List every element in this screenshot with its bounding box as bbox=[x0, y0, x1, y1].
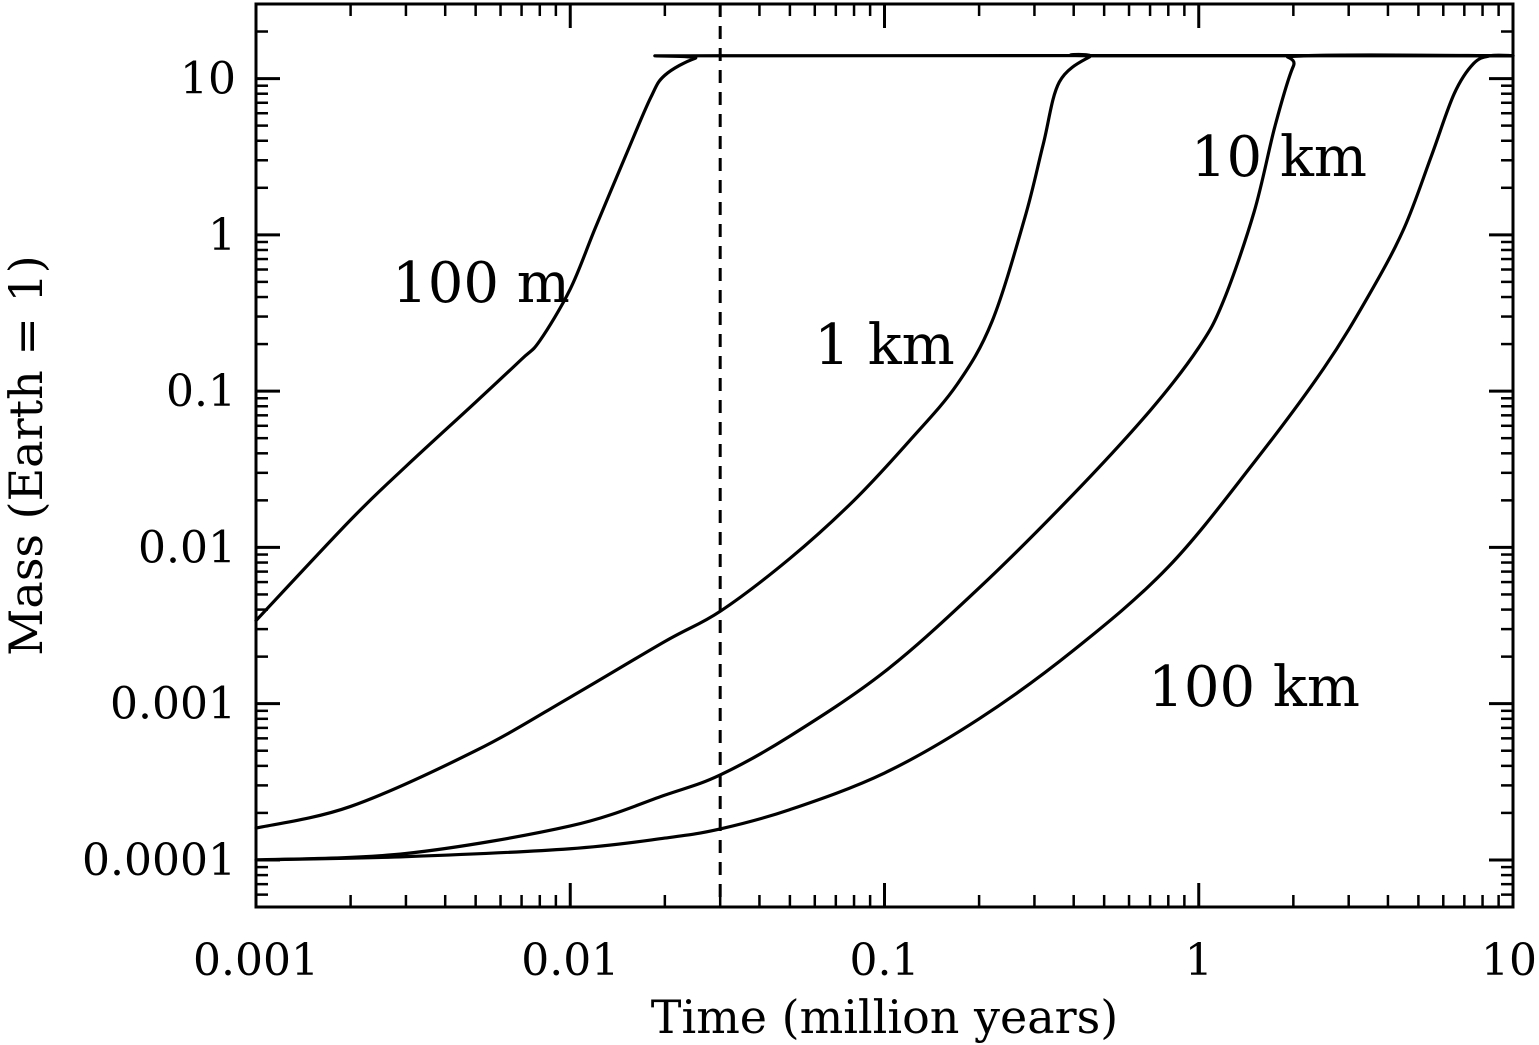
x-tick-label: 0.1 bbox=[850, 935, 920, 986]
plot-frame bbox=[254, 2, 1515, 909]
series-line-10-km bbox=[254, 53, 1515, 862]
y-axis-title: Mass (Earth = 1) bbox=[0, 255, 53, 655]
x-tick-labels: 0.001 0.01 0.1 1 10 bbox=[193, 935, 1537, 986]
y-tick-label: 0.0001 bbox=[82, 835, 236, 886]
y-tick-label: 0.001 bbox=[110, 679, 236, 730]
y-tick-label: 10 bbox=[180, 54, 236, 105]
x-tick-label: 1 bbox=[1185, 935, 1213, 986]
x-axis-title: Time (million years) bbox=[651, 990, 1118, 1044]
series-line-100-m bbox=[254, 53, 1515, 623]
x-tick-label: 0.001 bbox=[193, 935, 319, 986]
series-layer bbox=[254, 52, 1515, 862]
y-tick-label: 0.1 bbox=[166, 366, 236, 417]
x-tick-label: 0.01 bbox=[521, 935, 619, 986]
x-tick-label: 10 bbox=[1481, 935, 1537, 986]
plot-area bbox=[254, 2, 1515, 909]
curve-label-100-km: 100 km bbox=[1148, 655, 1360, 720]
y-tick-label: 0.01 bbox=[138, 522, 236, 573]
series-line-100-km bbox=[254, 53, 1515, 862]
curve-label-100-m: 100 m bbox=[392, 251, 570, 316]
curve-labels: 100 m 1 km 10 km 100 km bbox=[392, 125, 1367, 720]
curve-label-1-km: 1 km bbox=[814, 313, 954, 378]
y-tick-labels: 0.0001 0.001 0.01 0.1 1 10 bbox=[82, 54, 236, 886]
series-line-1-km bbox=[254, 52, 1515, 830]
y-tick-label: 1 bbox=[208, 210, 236, 261]
curve-label-10-km: 10 km bbox=[1191, 125, 1367, 190]
tick-marks bbox=[254, 4, 1515, 907]
